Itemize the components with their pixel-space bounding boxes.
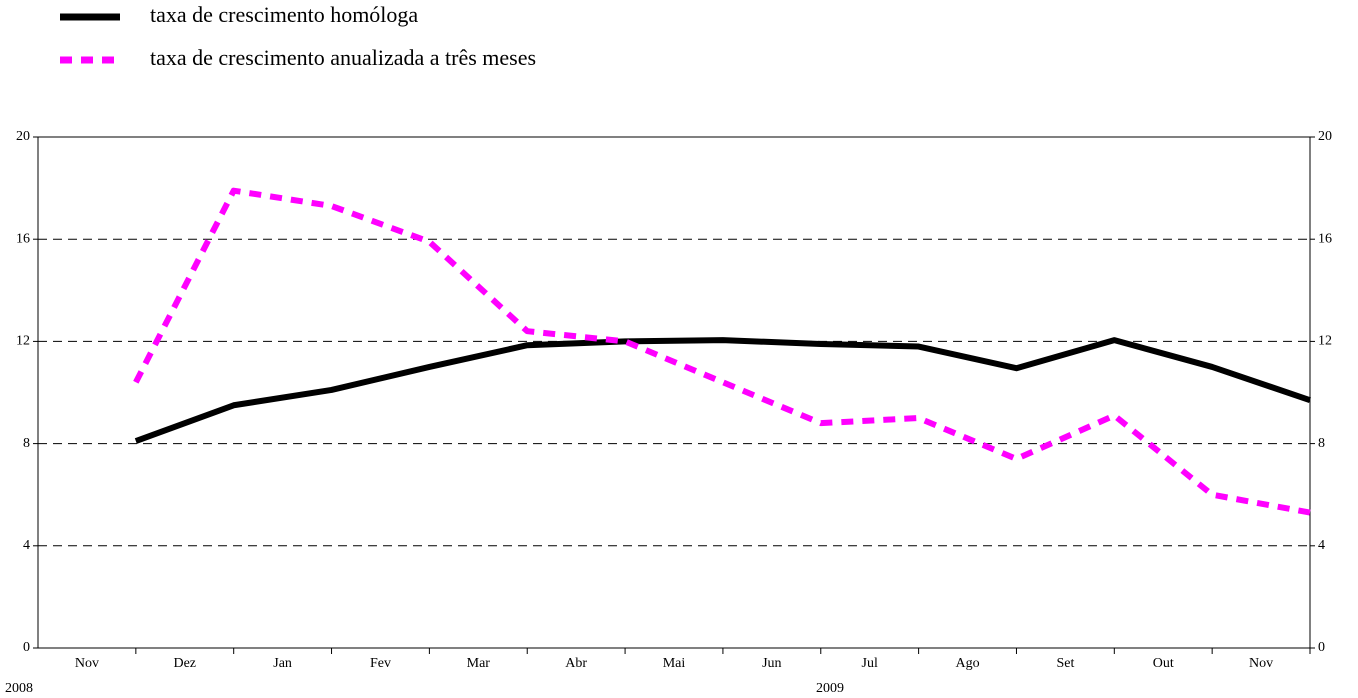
- y-tick-label: 4: [23, 538, 30, 553]
- plot-frame: [37, 136, 1311, 649]
- x-tick-label: Out: [1153, 656, 1174, 671]
- x-tick-label: Set: [1056, 656, 1074, 671]
- y2-tick-label: 16: [1318, 231, 1332, 246]
- legend-label: taxa de crescimento homóloga: [150, 2, 418, 27]
- year-label: 2008: [5, 681, 33, 696]
- series-line: [134, 337, 1311, 444]
- x-tick-label: Mai: [663, 656, 686, 671]
- x-tick-label: Jun: [762, 656, 781, 671]
- year-label: 2009: [816, 681, 844, 696]
- legend-label: taxa de crescimento anualizada a três me…: [150, 45, 536, 70]
- x-tick-label: Abr: [565, 656, 587, 671]
- y2-tick-label: 12: [1318, 334, 1332, 349]
- y2-tick-label: 0: [1318, 640, 1325, 655]
- y-tick-label: 12: [16, 334, 30, 349]
- x-tick-label: Jan: [273, 656, 292, 671]
- y-tick-label: 0: [23, 640, 30, 655]
- x-tick-label: Mar: [467, 656, 491, 671]
- x-tick-label: Fev: [370, 656, 391, 671]
- x-tick-label: Dez: [173, 656, 196, 671]
- y2-tick-label: 4: [1318, 538, 1325, 553]
- x-tick-label: Nov: [1249, 656, 1273, 671]
- x-tick-label: Nov: [75, 656, 99, 671]
- y2-tick-label: 8: [1318, 436, 1325, 451]
- x-tick-label: Ago: [955, 656, 979, 671]
- y-tick-label: 8: [23, 436, 30, 451]
- y-tick-label: 16: [16, 231, 30, 246]
- y-tick-label: 20: [16, 129, 30, 144]
- x-tick-label: Jul: [862, 656, 878, 671]
- y2-tick-label: 20: [1318, 129, 1332, 144]
